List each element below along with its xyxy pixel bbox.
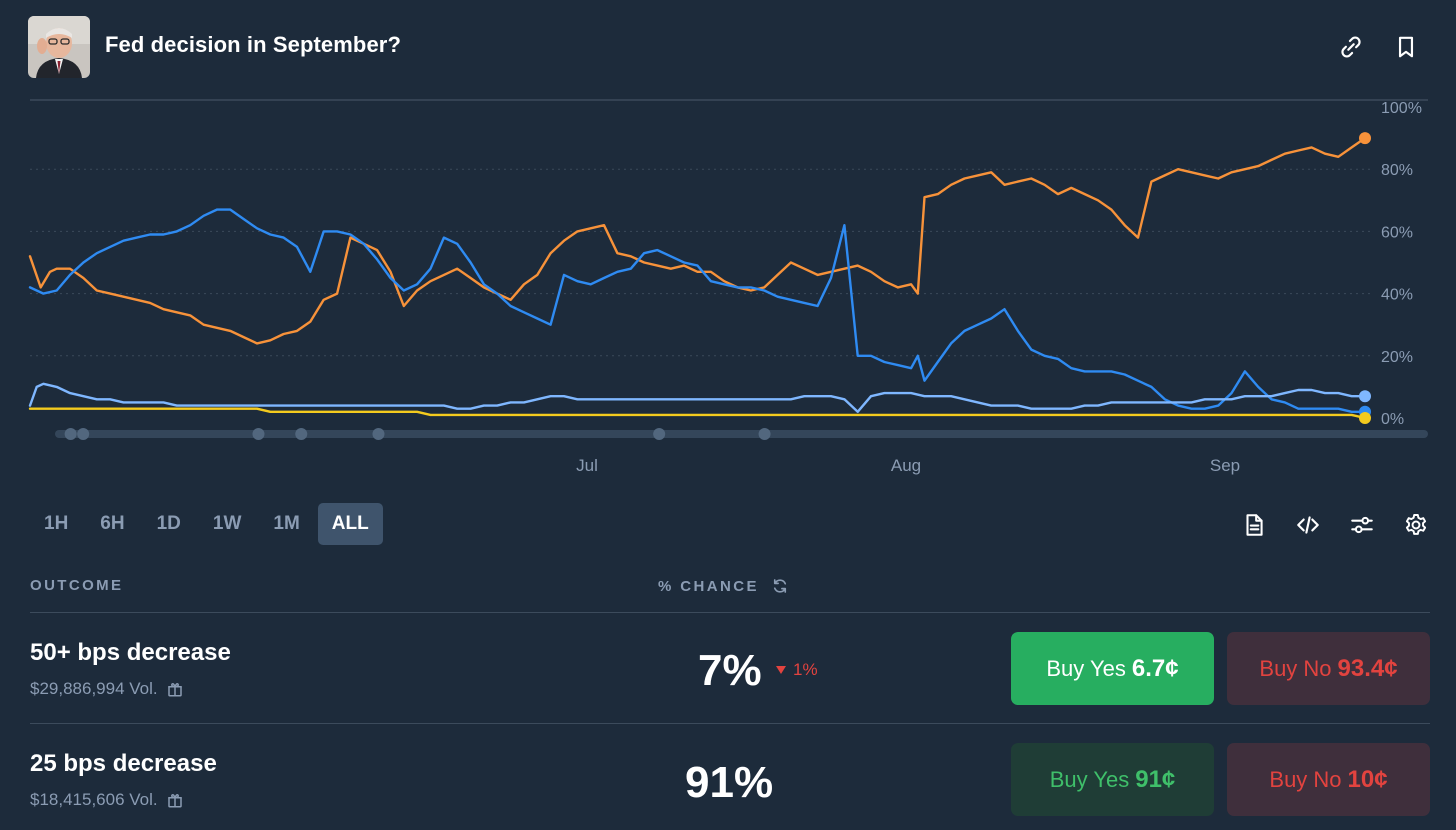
column-chance-label: % CHANCE bbox=[658, 577, 759, 595]
market-avatar bbox=[28, 16, 90, 78]
buy-yes-label: Buy Yes bbox=[1046, 655, 1126, 681]
buy-yes-price: 6.7¢ bbox=[1131, 654, 1179, 682]
buy-no-button[interactable]: Buy No 10¢ bbox=[1227, 743, 1430, 816]
range-button-1w[interactable]: 1W bbox=[212, 513, 242, 534]
buy-no-label: Buy No bbox=[1259, 655, 1332, 681]
column-outcome: OUTCOME bbox=[30, 577, 124, 594]
bookmark-icon[interactable] bbox=[1391, 32, 1421, 62]
timeline-marker[interactable] bbox=[758, 428, 771, 440]
buy-yes-label: Buy Yes bbox=[1049, 766, 1130, 792]
outcome-chance: 7% bbox=[698, 646, 762, 695]
outcome-row[interactable]: 50+ bps decrease $29,886,994 Vol. 7% 1% … bbox=[0, 613, 1456, 723]
timeline-marker[interactable] bbox=[653, 428, 666, 440]
x-tick-label: Aug bbox=[891, 456, 921, 475]
refresh-icon[interactable] bbox=[771, 577, 789, 595]
price-chart[interactable]: 100% 80% 60% 40% 20% 0% Jul Aug Sep bbox=[0, 95, 1456, 485]
outcomes-table-header: OUTCOME % CHANCE bbox=[30, 575, 1430, 597]
link-icon[interactable] bbox=[1336, 32, 1366, 62]
buy-no-price: 10¢ bbox=[1347, 765, 1388, 793]
outcome-volume-text: $29,886,994 Vol. bbox=[30, 679, 158, 698]
market-header: Fed decision in September? bbox=[0, 0, 1456, 100]
x-tick-label: Sep bbox=[1210, 456, 1240, 475]
chart-tools bbox=[1236, 509, 1434, 541]
gift-icon[interactable] bbox=[166, 680, 184, 698]
x-axis-ticks: Jul Aug Sep bbox=[576, 456, 1240, 475]
y-tick-label: 40% bbox=[1381, 287, 1413, 304]
range-button-1h[interactable]: 1H bbox=[44, 513, 69, 534]
timeline-track[interactable] bbox=[55, 430, 1428, 438]
outcome-volume: $29,886,994 Vol. bbox=[30, 679, 184, 699]
buy-yes-button[interactable]: Buy Yes 6.7¢ bbox=[1011, 632, 1214, 705]
y-axis-ticks: 100% 80% 60% 40% 20% 0% bbox=[1381, 100, 1422, 428]
y-tick-label: 60% bbox=[1381, 224, 1413, 241]
range-button-1d[interactable]: 1D bbox=[156, 513, 181, 534]
outcome-volume-text: $18,415,606 Vol. bbox=[30, 790, 158, 809]
series-end-dot bbox=[1359, 132, 1371, 145]
y-tick-label: 100% bbox=[1381, 100, 1422, 117]
range-button-all[interactable]: ALL bbox=[317, 503, 383, 545]
document-icon[interactable] bbox=[1236, 509, 1272, 541]
chart-timeline-scrubber[interactable] bbox=[55, 428, 1428, 440]
range-button-6h[interactable]: 6H bbox=[100, 513, 125, 534]
timeline-marker[interactable] bbox=[64, 428, 77, 440]
column-chance: % CHANCE bbox=[658, 577, 789, 595]
table-divider bbox=[30, 612, 1430, 613]
buy-yes-button[interactable]: Buy Yes 91¢ bbox=[1011, 743, 1214, 816]
series-line bbox=[28, 136, 1367, 345]
series-end-dots bbox=[1359, 132, 1371, 424]
sliders-icon[interactable] bbox=[1344, 509, 1380, 541]
timeline-marker[interactable] bbox=[77, 428, 90, 440]
portrait-image bbox=[28, 16, 90, 78]
series-end-dot bbox=[1359, 390, 1371, 403]
y-tick-label: 80% bbox=[1381, 162, 1413, 179]
buy-yes-price: 91¢ bbox=[1135, 765, 1176, 793]
outcome-name: 50+ bps decrease bbox=[30, 639, 231, 666]
y-tick-label: 20% bbox=[1381, 349, 1413, 366]
x-tick-label: Jul bbox=[576, 456, 598, 475]
outcome-change-text: 1% bbox=[793, 660, 818, 679]
series-line bbox=[28, 208, 1367, 413]
series-line bbox=[28, 407, 1367, 420]
down-triangle-icon bbox=[776, 666, 786, 674]
time-range-selector: 1H 6H 1D 1W 1M ALL bbox=[30, 503, 383, 545]
outcome-row[interactable]: 25 bps decrease $18,415,606 Vol. 91% Buy… bbox=[0, 724, 1456, 830]
chart-svg: 100% 80% 60% 40% 20% 0% Jul Aug Sep bbox=[28, 99, 1428, 475]
timeline-marker[interactable] bbox=[372, 428, 385, 440]
range-button-1m[interactable]: 1M bbox=[273, 513, 300, 534]
buy-no-button[interactable]: Buy No 93.4¢ bbox=[1227, 632, 1430, 705]
timeline-marker[interactable] bbox=[252, 428, 265, 440]
y-tick-label: 0% bbox=[1381, 411, 1404, 428]
gear-icon[interactable] bbox=[1398, 509, 1434, 541]
outcome-volume: $18,415,606 Vol. bbox=[30, 790, 184, 810]
market-title: Fed decision in September? bbox=[105, 32, 401, 57]
outcome-change: 1% bbox=[775, 660, 818, 680]
series-end-dot bbox=[1359, 412, 1371, 424]
code-icon[interactable] bbox=[1290, 509, 1326, 541]
outcome-name: 25 bps decrease bbox=[30, 750, 217, 777]
buy-no-label: Buy No bbox=[1269, 766, 1342, 792]
outcome-chance: 91% bbox=[685, 758, 774, 807]
chart-series bbox=[28, 136, 1367, 420]
table-divider bbox=[30, 723, 1430, 724]
gift-icon[interactable] bbox=[166, 791, 184, 809]
series-line bbox=[28, 382, 1367, 413]
buy-no-price: 93.4¢ bbox=[1337, 654, 1398, 682]
chart-grid bbox=[30, 168, 1370, 357]
timeline-marker[interactable] bbox=[295, 428, 308, 440]
